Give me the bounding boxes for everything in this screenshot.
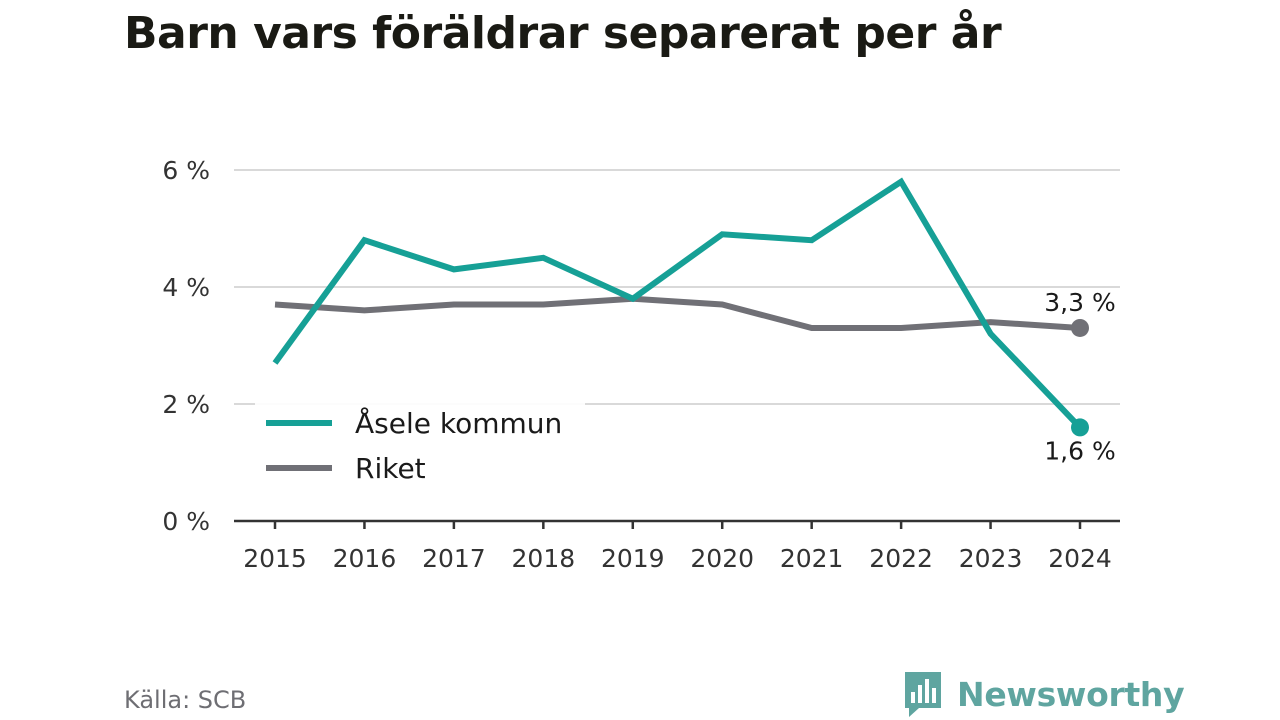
y-tick-label: 0 % bbox=[162, 507, 210, 536]
x-tick-label: 2016 bbox=[333, 544, 397, 573]
legend: Åsele kommun Riket bbox=[255, 396, 585, 488]
x-tick-label: 2015 bbox=[243, 544, 307, 573]
end-value-label: 3,3 % bbox=[1044, 288, 1115, 317]
y-axis-tick-labels: 0 % 2 % 4 % 6 % bbox=[162, 156, 210, 536]
y-tick-label: 4 % bbox=[162, 273, 210, 302]
x-tick-label: 2024 bbox=[1048, 544, 1112, 573]
series-lines bbox=[272, 177, 1089, 437]
x-tick-label: 2022 bbox=[869, 544, 933, 573]
brand-logo[interactable]: Newsworthy bbox=[903, 670, 1185, 718]
x-tick-label: 2018 bbox=[512, 544, 576, 573]
brand-name: Newsworthy bbox=[957, 674, 1185, 714]
x-tick-label: 2019 bbox=[601, 544, 665, 573]
source-text: Källa: SCB bbox=[124, 686, 247, 714]
end-value-label: 1,6 % bbox=[1044, 436, 1115, 465]
legend-label: Riket bbox=[355, 452, 426, 485]
chart-title: Barn vars föräldrar separerat per år bbox=[124, 8, 1002, 59]
x-tick-label: 2020 bbox=[690, 544, 754, 573]
end-labels: 1,6 % 3,3 % bbox=[1044, 288, 1115, 465]
y-tick-label: 6 % bbox=[162, 156, 210, 185]
grid-lines bbox=[234, 169, 1120, 405]
x-axis-ticks: 2015 2016 2017 2018 2019 2020 2021 2022 2023 2024 bbox=[243, 521, 1112, 573]
series-end-point bbox=[1071, 318, 1089, 337]
series-end-point bbox=[1071, 418, 1089, 437]
x-tick-label: 2017 bbox=[422, 544, 486, 573]
series-line-riket bbox=[274, 295, 1081, 331]
y-tick-label: 2 % bbox=[162, 390, 210, 419]
legend-background bbox=[255, 396, 585, 488]
legend-label: Åsele kommun bbox=[355, 406, 562, 440]
series-line-asele bbox=[272, 177, 1083, 430]
bar-chart-bubble-icon bbox=[905, 672, 941, 717]
x-tick-label: 2023 bbox=[959, 544, 1023, 573]
x-tick-label: 2021 bbox=[780, 544, 844, 573]
